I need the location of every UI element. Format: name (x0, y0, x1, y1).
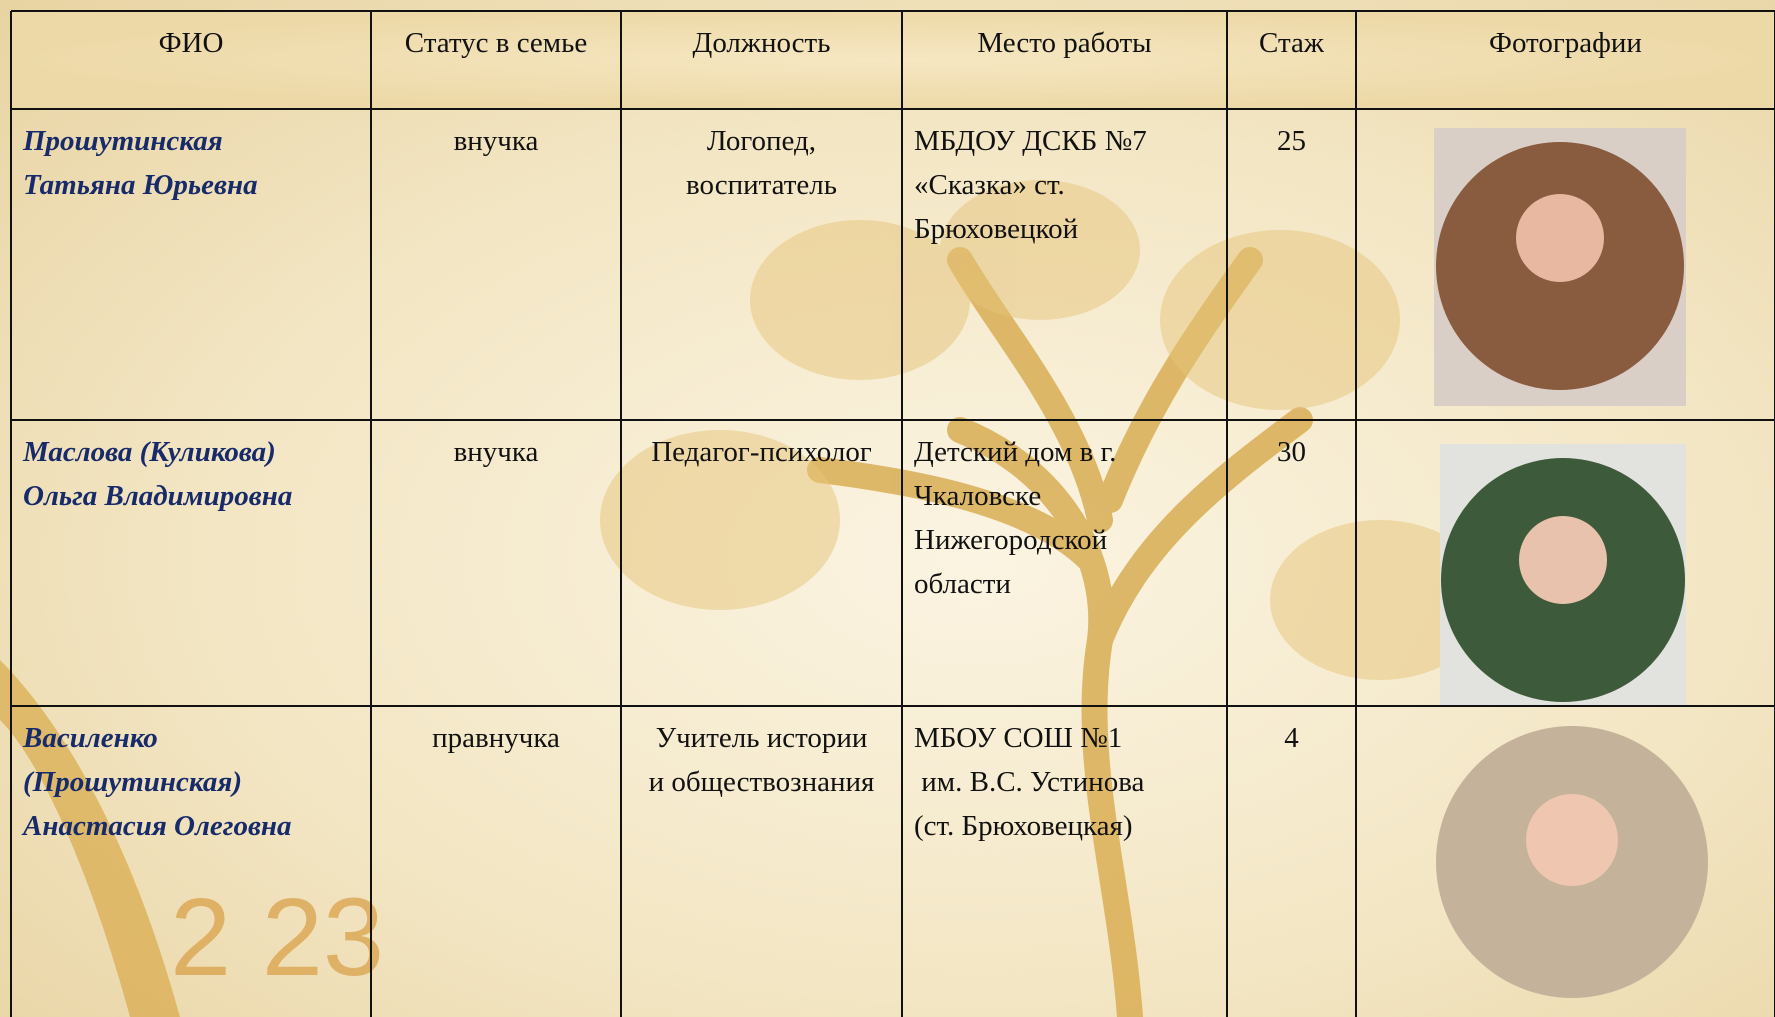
header-cell: Фотографии (1489, 27, 1642, 59)
grid-line (901, 11, 903, 1017)
text-line: Маслова (Куликова) (23, 436, 276, 468)
grid-line (11, 108, 1775, 110)
header-band (11, 11, 1775, 109)
text-line: области (914, 568, 1011, 600)
text-line: Педагог-психолог (651, 436, 872, 468)
text-line: «Сказка» ст. (914, 169, 1065, 201)
family-status-cell: правнучка (371, 706, 621, 760)
text-line: им. В.С. Устинова (914, 766, 1145, 798)
tree (807, 247, 1313, 1017)
text-line: Василенко (23, 722, 158, 754)
experience-cell: 4 (1284, 722, 1299, 754)
text-line: Ольга Владимировна (23, 480, 293, 512)
experience-cell: 30 (1277, 436, 1306, 468)
position-cell: Логопед, воспитатель (621, 109, 902, 207)
header-cell: Статус в семье (404, 27, 588, 59)
grid-line (11, 705, 1775, 707)
text-line: и обществознания (648, 766, 875, 798)
grid-line (1355, 11, 1357, 1017)
family-status-cell: внучка (371, 109, 621, 163)
text-line: (ст. Брюховецкая) (914, 810, 1133, 842)
workplace-cell: Детский дом в г. Чкаловске Нижегородской об… (902, 420, 1227, 606)
text-line: Татьяна Юрьевна (23, 169, 258, 201)
grid-line (11, 419, 1775, 421)
experience-cell: 25 (1277, 125, 1306, 157)
photo-face (1516, 194, 1604, 282)
grid-line (370, 11, 372, 1017)
grid-line (1226, 11, 1228, 1017)
text-line: Детский дом в г. (914, 436, 1117, 468)
photo-face (1526, 794, 1618, 886)
header-cell: ФИО (158, 27, 224, 59)
workplace-cell: МБДОУ ДСКБ №7 «Сказка» ст. Брюховецкой (902, 109, 1227, 251)
text-line: МБДОУ ДСКБ №7 (914, 125, 1147, 157)
text-line: Анастасия Олеговна (23, 810, 292, 842)
position-cell: Педагог-психолог (621, 420, 902, 474)
header-cell: Стаж (1259, 27, 1324, 59)
grid-line (10, 11, 12, 1017)
text-line: Логопед, (706, 125, 817, 157)
text-line: воспитатель (685, 169, 838, 201)
text-line: МБОУ СОШ №1 (914, 722, 1123, 754)
grid-line (620, 11, 622, 1017)
year-logo: 2 23 (170, 876, 384, 999)
text-line: Учитель истории (655, 722, 868, 754)
feather (0, 660, 180, 1017)
text-line: Прошутинская (23, 125, 223, 157)
photos (1434, 128, 1708, 998)
header-cell: Должность (692, 27, 831, 59)
position-cell: Учитель истории и обществознания (621, 706, 902, 804)
leaves (600, 180, 1490, 680)
person-name-cell: Василенко (Прошутинская) Анастасия Олеговн… (11, 706, 371, 848)
person-name-cell: Прошутинская Татьяна Юрьевна (11, 109, 371, 207)
family-status-cell: внучка (371, 420, 621, 474)
text-line: (Прошутинская) (23, 766, 242, 798)
text-line: Брюховецкой (914, 213, 1079, 245)
text-line: внучка (453, 125, 539, 157)
text-line: Нижегородской (914, 524, 1108, 556)
text-line: правнучка (432, 722, 560, 754)
text-line: внучка (453, 436, 539, 468)
photo-face (1519, 516, 1607, 604)
person-name-cell: Маслова (Куликова) Ольга Владимировна (11, 420, 371, 518)
workplace-cell: МБОУ СОШ №1 им. В.С. Устинова (ст. Брюхов… (902, 706, 1227, 848)
header-cell: Место работы (977, 27, 1152, 59)
text-line: Чкаловске (914, 480, 1042, 512)
grid-line (11, 10, 1775, 12)
